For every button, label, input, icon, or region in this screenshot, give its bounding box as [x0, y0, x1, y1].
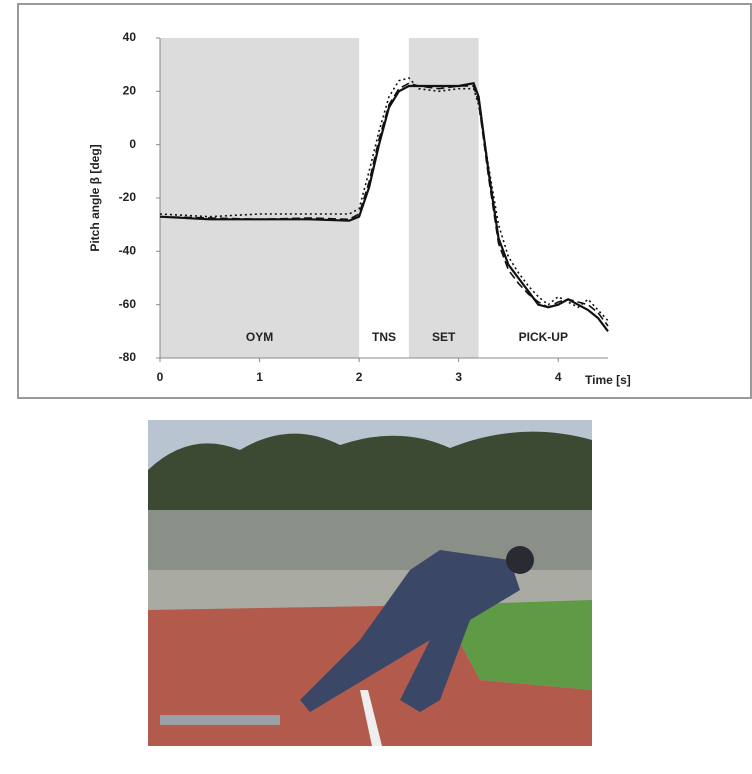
x-tick-label: 4: [555, 370, 562, 384]
figure: OYM TNS SET PICK-UP -80 -60 -40 -20 0 20 40 0 1 2 3 4 T…: [0, 0, 752, 774]
y-tick-label: -40: [119, 244, 137, 258]
y-tick-label: -80: [119, 350, 137, 364]
y-tick-label: 40: [123, 30, 137, 44]
phase-label: TNS: [372, 330, 396, 344]
phase-band: [160, 38, 359, 358]
x-axis-label: Time [s]: [585, 373, 631, 387]
y-tick-label: -20: [119, 190, 137, 204]
phase-label: OYM: [246, 330, 273, 344]
photo-blocks: [160, 715, 280, 725]
x-tick-label: 2: [356, 370, 363, 384]
x-tick-label: 0: [157, 370, 164, 384]
phase-label: SET: [432, 330, 456, 344]
x-tick-label: 3: [455, 370, 462, 384]
x-tick-label: 1: [256, 370, 263, 384]
photo: [148, 420, 592, 746]
y-axis-label: Pitch angle β [deg]: [88, 144, 102, 251]
y-tick-label: -60: [119, 297, 137, 311]
photo-head: [506, 546, 534, 574]
y-tick-label: 20: [123, 84, 137, 98]
phase-label: PICK-UP: [519, 330, 568, 344]
y-tick-label: 0: [129, 137, 136, 151]
